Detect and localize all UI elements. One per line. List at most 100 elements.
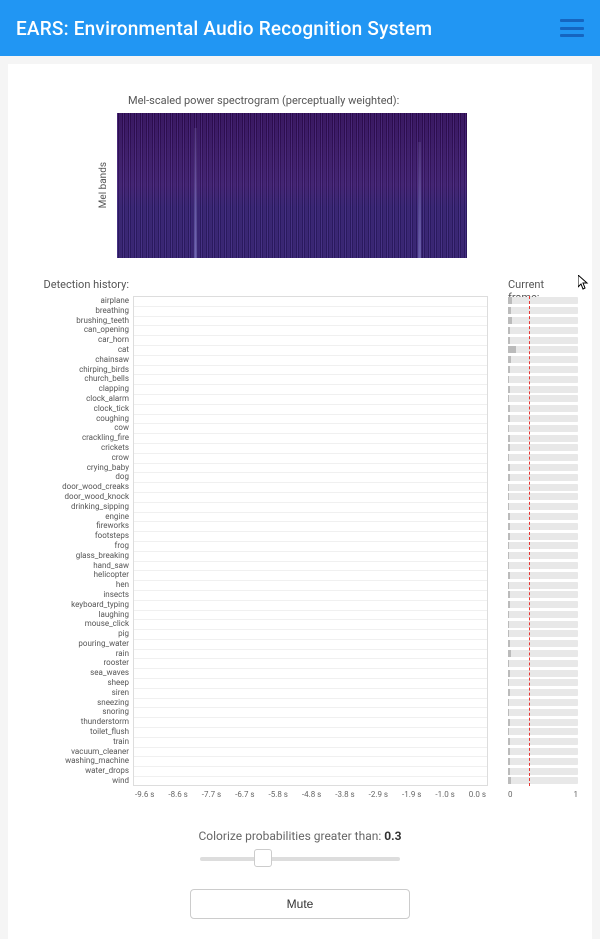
history-row — [134, 659, 487, 669]
current-frame-row — [508, 404, 578, 414]
class-label: footsteps — [18, 531, 129, 541]
class-label: breathing — [18, 306, 129, 316]
class-label: crying_baby — [18, 463, 129, 473]
history-row — [134, 522, 487, 532]
class-label: vacuum_cleaner — [18, 747, 129, 757]
history-row — [134, 611, 487, 621]
current-frame-row — [508, 531, 578, 541]
class-label: laughing — [18, 610, 129, 620]
class-label: pouring_water — [18, 639, 129, 649]
class-label: clock_tick — [18, 404, 129, 414]
history-row — [134, 689, 487, 699]
history-row — [134, 532, 487, 542]
history-row — [134, 708, 487, 718]
spectrogram-ylabel: Mel bands — [98, 162, 109, 208]
app-title: EARS: Environmental Audio Recognition Sy… — [16, 17, 432, 40]
history-row — [134, 767, 487, 777]
current-frame-column: Current frame: 01 — [508, 278, 578, 799]
current-frame-label: Current frame: — [508, 278, 578, 294]
history-row — [134, 640, 487, 650]
current-frame-row — [508, 600, 578, 610]
history-row — [134, 366, 487, 376]
history-row — [134, 620, 487, 630]
class-label: clapping — [18, 384, 129, 394]
menu-icon[interactable] — [560, 19, 584, 37]
history-xaxis: -9.6 s-8.6 s-7.7 s-6.7 s-5.8 s-4.8 s-3.8… — [133, 790, 488, 799]
history-row — [134, 444, 487, 454]
history-row — [134, 562, 487, 572]
controls-section: Colorize probabilities greater than: 0.3… — [18, 829, 582, 919]
class-label: coughing — [18, 414, 129, 424]
class-label: door_wood_knock — [18, 492, 129, 502]
class-label: crow — [18, 453, 129, 463]
history-row — [134, 405, 487, 415]
current-frame-row — [508, 306, 578, 316]
class-label: train — [18, 737, 129, 747]
history-row — [134, 464, 487, 474]
current-frame-row — [508, 482, 578, 492]
class-label: hand_saw — [18, 561, 129, 571]
current-frame-row — [508, 570, 578, 580]
current-frame-row — [508, 658, 578, 668]
history-row — [134, 336, 487, 346]
class-label: car_horn — [18, 335, 129, 345]
current-frame-row — [508, 561, 578, 571]
history-row — [134, 581, 487, 591]
current-frame-row — [508, 727, 578, 737]
spectrogram-section: Mel-scaled power spectrogram (perceptual… — [98, 94, 562, 258]
mute-button[interactable]: Mute — [190, 889, 410, 919]
history-row — [134, 513, 487, 523]
class-label: door_wood_creaks — [18, 482, 129, 492]
class-label: helicopter — [18, 570, 129, 580]
threshold-slider-thumb[interactable] — [254, 849, 272, 867]
history-row — [134, 483, 487, 493]
current-frame-row — [508, 756, 578, 766]
history-row — [134, 395, 487, 405]
class-label: airplane — [18, 296, 129, 306]
current-frame-row — [508, 639, 578, 649]
current-frame-row — [508, 717, 578, 727]
current-frame-row — [508, 698, 578, 708]
history-row — [134, 473, 487, 483]
history-row — [134, 503, 487, 513]
history-row — [134, 356, 487, 366]
threshold-value: 0.3 — [384, 829, 401, 843]
current-frame-row — [508, 590, 578, 600]
history-row — [134, 493, 487, 503]
current-frame-row — [508, 345, 578, 355]
current-frame-row — [508, 453, 578, 463]
current-frame-row — [508, 619, 578, 629]
history-row — [134, 326, 487, 336]
class-label: washing_machine — [18, 756, 129, 766]
history-row — [134, 718, 487, 728]
current-frame-row — [508, 668, 578, 678]
class-label: water_drops — [18, 766, 129, 776]
class-label: wind — [18, 776, 129, 786]
history-row — [134, 630, 487, 640]
class-label: brushing_teeth — [18, 316, 129, 326]
history-row — [134, 552, 487, 562]
current-frame-row — [508, 766, 578, 776]
spectrogram-title: Mel-scaled power spectrogram (perceptual… — [128, 94, 562, 107]
class-label: glass_breaking — [18, 551, 129, 561]
history-row — [134, 650, 487, 660]
history-row — [134, 307, 487, 317]
current-frame-row — [508, 394, 578, 404]
history-row — [134, 777, 487, 787]
current-frame-row — [508, 316, 578, 326]
current-frame-row — [508, 433, 578, 443]
history-label: Detection history: — [18, 278, 129, 294]
current-frame-row — [508, 355, 578, 365]
history-row — [134, 591, 487, 601]
current-frame-row — [508, 688, 578, 698]
history-row — [134, 601, 487, 611]
history-row — [134, 757, 487, 767]
threshold-slider[interactable] — [200, 857, 400, 861]
class-label: sneezing — [18, 698, 129, 708]
class-label: insects — [18, 590, 129, 600]
class-label: siren — [18, 688, 129, 698]
class-label: hen — [18, 580, 129, 590]
history-row — [134, 375, 487, 385]
class-label: chirping_birds — [18, 365, 129, 375]
current-frame-row — [508, 747, 578, 757]
